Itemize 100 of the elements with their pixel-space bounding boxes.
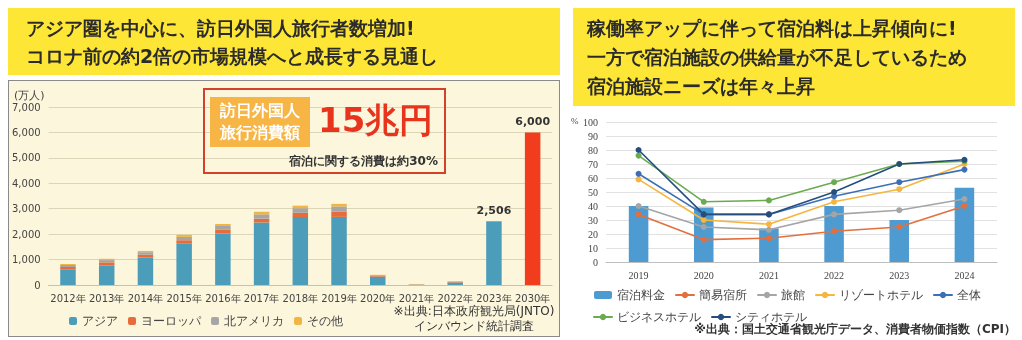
point — [635, 203, 642, 209]
bar — [524, 132, 541, 285]
bar — [176, 236, 192, 241]
y-tick-label: 10 — [588, 242, 598, 254]
x-tick-label: 2014年 — [127, 292, 164, 304]
bar — [60, 269, 76, 285]
text: ※出典：国土交通省観光庁データ、消費者物価指数（CPI） — [693, 322, 1016, 337]
bar — [824, 206, 844, 262]
point — [765, 226, 772, 233]
y-tick-label: 30 — [588, 214, 598, 226]
bar — [98, 265, 115, 285]
x-tick-label: 2019年 — [321, 292, 357, 304]
annotation: 15兆円 — [318, 100, 434, 140]
legend-label: 旅館 — [781, 288, 805, 302]
y-tick-label: 3,000 — [11, 203, 41, 215]
point — [700, 198, 707, 205]
bar — [331, 216, 347, 285]
y-tick-label: 20 — [588, 228, 598, 240]
x-tick-label: 2020年 — [360, 292, 396, 304]
x-tick-label: 2022年 — [437, 292, 473, 304]
bar — [176, 234, 192, 237]
y-tick-label: 100 — [583, 116, 598, 128]
bar — [889, 220, 910, 262]
bar — [176, 243, 192, 285]
point — [896, 179, 903, 186]
y-tick-label: 6,000 — [11, 126, 41, 138]
x-tick-label: 2019 — [628, 269, 649, 281]
point — [635, 152, 642, 159]
x-tick-label: 2021 — [758, 269, 779, 281]
legend-label: シティホテル — [735, 310, 807, 324]
point — [831, 198, 838, 205]
x-tick-label: 2023年 — [476, 292, 512, 304]
bar — [253, 222, 270, 285]
point — [765, 197, 772, 204]
point — [961, 196, 968, 202]
bar — [628, 206, 649, 262]
y-tick-label: 4,000 — [11, 177, 41, 189]
point — [635, 170, 642, 177]
point — [896, 207, 903, 214]
point — [700, 236, 707, 243]
bar — [176, 240, 192, 244]
legend-label: その他 — [307, 314, 343, 328]
text: ※出典:日本政府観光局(JNTO) インバウンド統計調査 — [393, 304, 556, 334]
legend-label: 簡易宿所 — [699, 288, 747, 302]
y-axis-title: (万人) — [14, 88, 45, 103]
bar — [137, 257, 154, 285]
chart-title: アジア圏を中心に、訪日外国人旅行者数増加! コロナ前の約2倍の市場規模へと成長する見通し — [26, 15, 439, 69]
bar — [292, 208, 309, 213]
point — [961, 203, 968, 209]
x-tick-label: 2030年 — [514, 292, 551, 304]
data-label: 2,506 — [476, 204, 512, 218]
y-tick-label: 90 — [588, 130, 598, 142]
chart-title: 稼働率アップに伴って宿泊料は上昇傾向に! 一方で宿泊施設の供給量が不足しているため宿泊施設ニーズは年々上昇 — [587, 15, 968, 99]
data-label: 6,000 — [515, 115, 551, 129]
annotation: 宿泊に関する消費は約30% — [288, 153, 438, 169]
y-tick-label: 0 — [593, 256, 598, 268]
legend-label: アジア — [82, 314, 118, 328]
bar — [954, 187, 975, 262]
y-axis-title: % — [571, 116, 579, 126]
y-tick-label: 7,000 — [11, 101, 41, 113]
y-tick-label: 2,000 — [11, 228, 41, 240]
point — [635, 147, 642, 153]
x-tick-label: 2012年 — [50, 292, 86, 304]
bar — [215, 226, 231, 230]
point — [700, 217, 707, 223]
y-tick-label: 5,000 — [11, 152, 41, 164]
x-tick-label: 2023 — [889, 269, 910, 281]
point — [896, 224, 903, 230]
y-tick-label: 50 — [588, 186, 598, 198]
bar — [331, 211, 347, 217]
point — [831, 211, 838, 218]
y-tick-label: 60 — [588, 172, 598, 184]
x-tick-label: 2018年 — [282, 292, 319, 304]
point — [635, 211, 642, 218]
legend-label: ヨーロッパ — [141, 314, 202, 328]
x-tick-label: 2016年 — [205, 292, 241, 304]
y-tick-label: 1,000 — [11, 254, 41, 266]
point — [765, 235, 772, 242]
legend-label: リゾートホテル — [839, 288, 923, 302]
y-tick-label: 0 — [34, 279, 41, 291]
x-tick-label: 2015年 — [166, 292, 202, 304]
point — [831, 179, 838, 186]
annotation: 訪日外国人旅行消費額 — [210, 97, 310, 147]
point — [700, 224, 707, 230]
y-tick-label: 40 — [588, 200, 598, 212]
x-tick-label: 2022 — [824, 269, 845, 281]
bar — [215, 233, 231, 285]
point — [896, 186, 903, 193]
x-tick-label: 2024 — [954, 269, 975, 281]
legend-label: 北アメリカ — [224, 314, 284, 328]
point — [831, 189, 838, 195]
x-tick-label: 2021年 — [398, 292, 435, 304]
y-tick-label: 80 — [588, 144, 598, 156]
y-tick-label: 70 — [588, 158, 598, 170]
bar — [370, 276, 386, 285]
x-tick-label: 2020 — [693, 269, 714, 281]
x-tick-label: 2013年 — [88, 292, 125, 304]
bar — [331, 206, 347, 212]
point — [961, 166, 968, 173]
bar — [292, 212, 309, 218]
